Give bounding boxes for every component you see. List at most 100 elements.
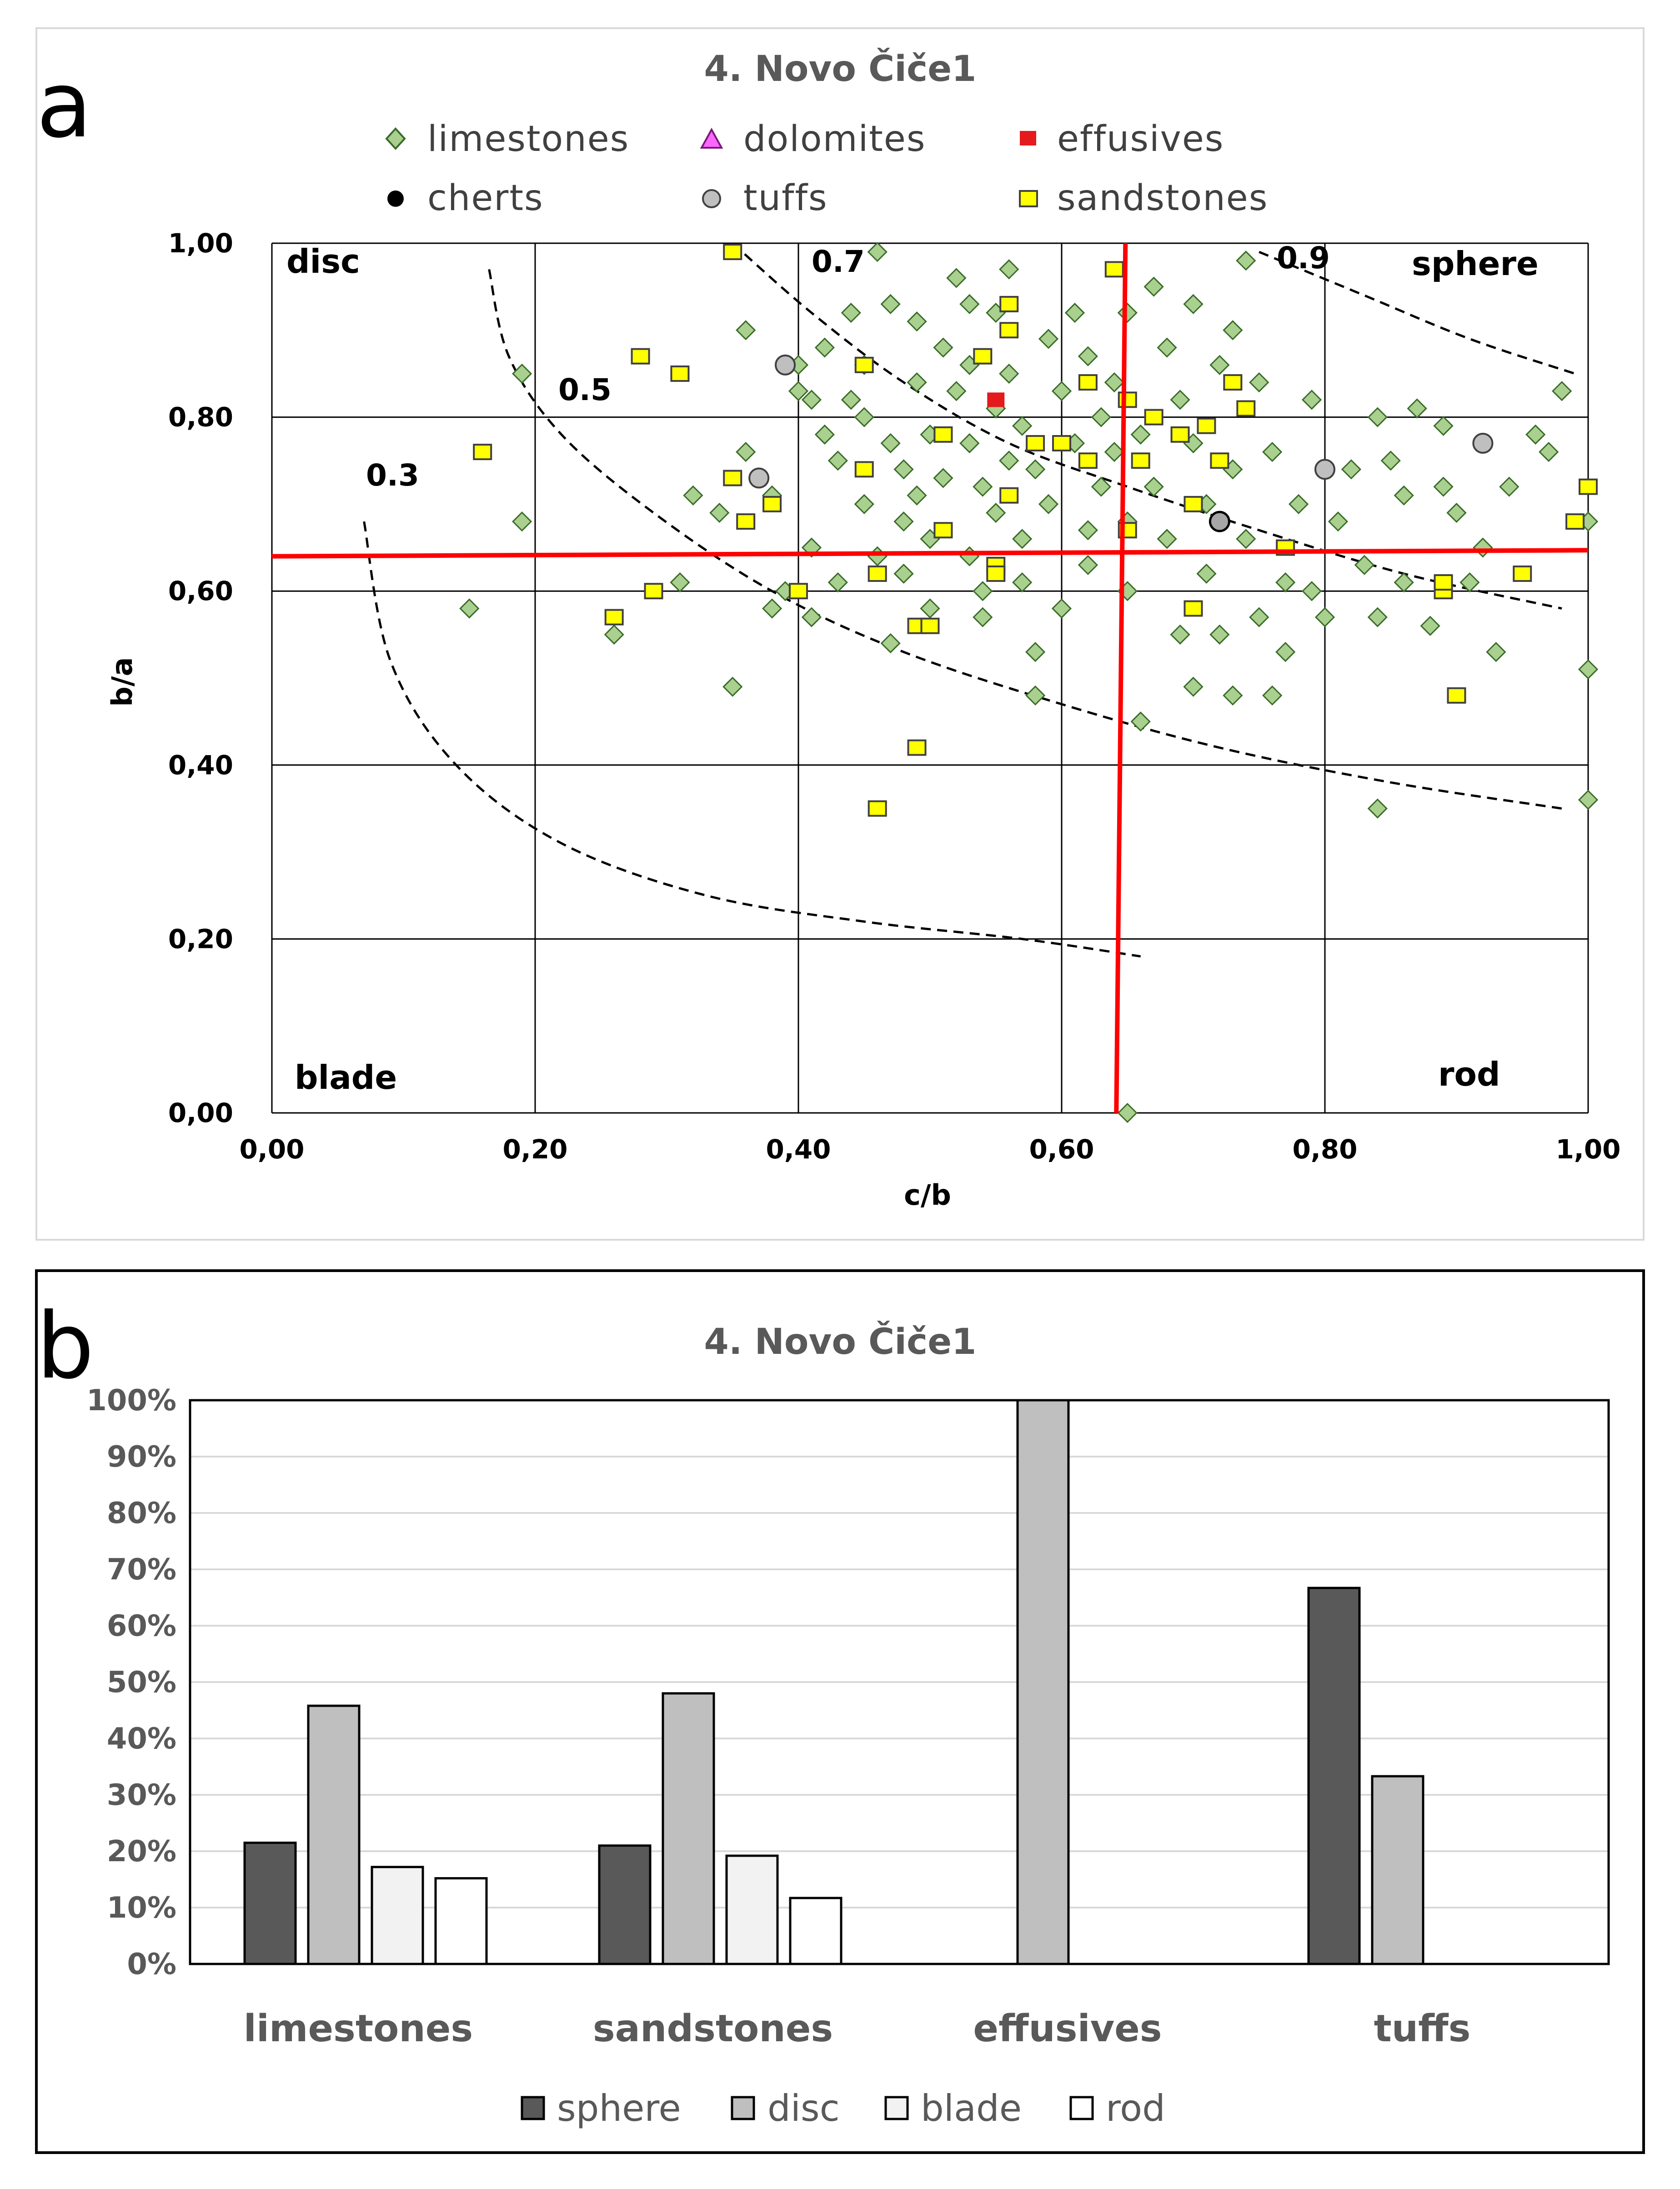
point-limestones [1143, 276, 1164, 297]
point-limestones [946, 268, 967, 288]
b-category-label: sandstones [593, 2007, 833, 2050]
point-limestones [880, 433, 901, 454]
point-limestones [841, 390, 861, 410]
point-limestones [1012, 529, 1033, 549]
point-sandstones [1118, 391, 1137, 408]
panel-a-points [459, 242, 1599, 1123]
point-sandstones [473, 444, 492, 461]
point-limestones [1354, 555, 1374, 575]
point-limestones [946, 381, 967, 401]
point-limestones [893, 563, 914, 584]
point-limestones [1367, 798, 1388, 819]
point-limestones [1499, 476, 1520, 497]
a-ytick-label: 1,00 [168, 228, 233, 259]
point-limestones [722, 676, 743, 697]
point-limestones [1025, 459, 1046, 480]
legend-cherts-label: cherts [427, 178, 544, 219]
point-limestones [1380, 451, 1401, 471]
legend-sphere-swatch [521, 2096, 545, 2120]
point-limestones [959, 433, 980, 454]
point-limestones [1117, 1102, 1138, 1123]
a-xtick-label: 0,00 [239, 1134, 304, 1165]
panel-b-legend: sphere disc blade rod [521, 2087, 1165, 2129]
b-ytick-label: 50% [107, 1666, 176, 1699]
panel-a-title: 4. Novo Čiče1 [704, 48, 977, 90]
point-limestones [814, 424, 835, 445]
b-category-label: effusives [973, 2007, 1162, 2050]
point-limestones [841, 302, 861, 323]
point-limestones [1341, 459, 1362, 480]
bar-sandstones-disc [662, 1692, 715, 1965]
point-sandstones [920, 617, 940, 634]
point-limestones [788, 381, 809, 401]
point-limestones [1459, 572, 1480, 593]
point-limestones [1328, 511, 1349, 532]
point-sandstones [1078, 374, 1098, 391]
point-limestones [736, 320, 756, 341]
legend-dolomites-marker [700, 127, 723, 149]
point-sandstones [868, 800, 887, 817]
point-tuffs [1472, 432, 1494, 454]
legend-effusives-marker [1020, 131, 1036, 145]
point-limestones [1420, 616, 1440, 636]
contour-0-9 [1259, 250, 1575, 375]
point-sandstones [907, 739, 927, 756]
legend-tuffs-label: tuffs [743, 178, 828, 219]
point-limestones [893, 511, 914, 532]
point-limestones [1196, 563, 1217, 584]
point-sandstones [854, 461, 874, 478]
point-sandstones [1565, 513, 1585, 530]
a-xtick-label: 0,60 [1029, 1134, 1094, 1165]
point-limestones [459, 598, 480, 619]
point-sandstones [999, 296, 1019, 312]
point-limestones [1249, 372, 1269, 393]
point-sandstones [1026, 435, 1045, 451]
point-effusives [987, 392, 1005, 407]
legend-dolomites-label: dolomites [743, 119, 926, 160]
point-limestones [1183, 676, 1204, 697]
point-limestones [512, 511, 532, 532]
point-limestones [867, 242, 888, 262]
point-sandstones [999, 487, 1019, 504]
point-limestones [1157, 529, 1177, 549]
point-limestones [512, 363, 532, 384]
point-limestones [801, 390, 822, 410]
point-limestones [683, 485, 703, 506]
bar-tuffs-disc [1371, 1775, 1424, 1965]
point-limestones [801, 607, 822, 627]
point-limestones [1091, 407, 1111, 427]
contour-0-7 [732, 242, 1562, 610]
legend-effusives-label: effusives [1057, 119, 1224, 160]
region-sphere: sphere [1412, 245, 1539, 283]
point-sandstones [854, 356, 874, 373]
point-limestones [1209, 355, 1230, 375]
point-sandstones [1131, 452, 1150, 469]
point-cherts [1209, 511, 1230, 532]
point-limestones [907, 485, 927, 506]
legend-cherts-marker [387, 190, 404, 207]
b-ytick-label: 60% [107, 1609, 176, 1643]
point-limestones [1143, 476, 1164, 497]
point-sandstones [723, 244, 742, 260]
point-limestones [1394, 485, 1414, 506]
panel-b-bars [243, 1399, 1424, 1965]
region-blade: blade [295, 1058, 397, 1097]
legend-blade-swatch [884, 2096, 909, 2120]
point-sandstones [933, 522, 953, 539]
point-limestones [1486, 641, 1506, 662]
point-limestones [1170, 624, 1190, 645]
point-sandstones [933, 426, 953, 443]
contour-label-0-7: 0.7 [812, 244, 865, 279]
point-sandstones [1197, 417, 1216, 434]
point-limestones [1288, 494, 1309, 515]
a-ytick-label: 0,80 [168, 402, 233, 433]
point-limestones [1394, 572, 1414, 593]
point-limestones [1025, 641, 1046, 662]
bar-effusives-disc [1016, 1399, 1070, 1965]
point-limestones [999, 259, 1019, 280]
point-sandstones [986, 565, 1006, 582]
point-limestones [1525, 424, 1546, 445]
point-sandstones [670, 365, 690, 382]
point-limestones [814, 337, 835, 358]
